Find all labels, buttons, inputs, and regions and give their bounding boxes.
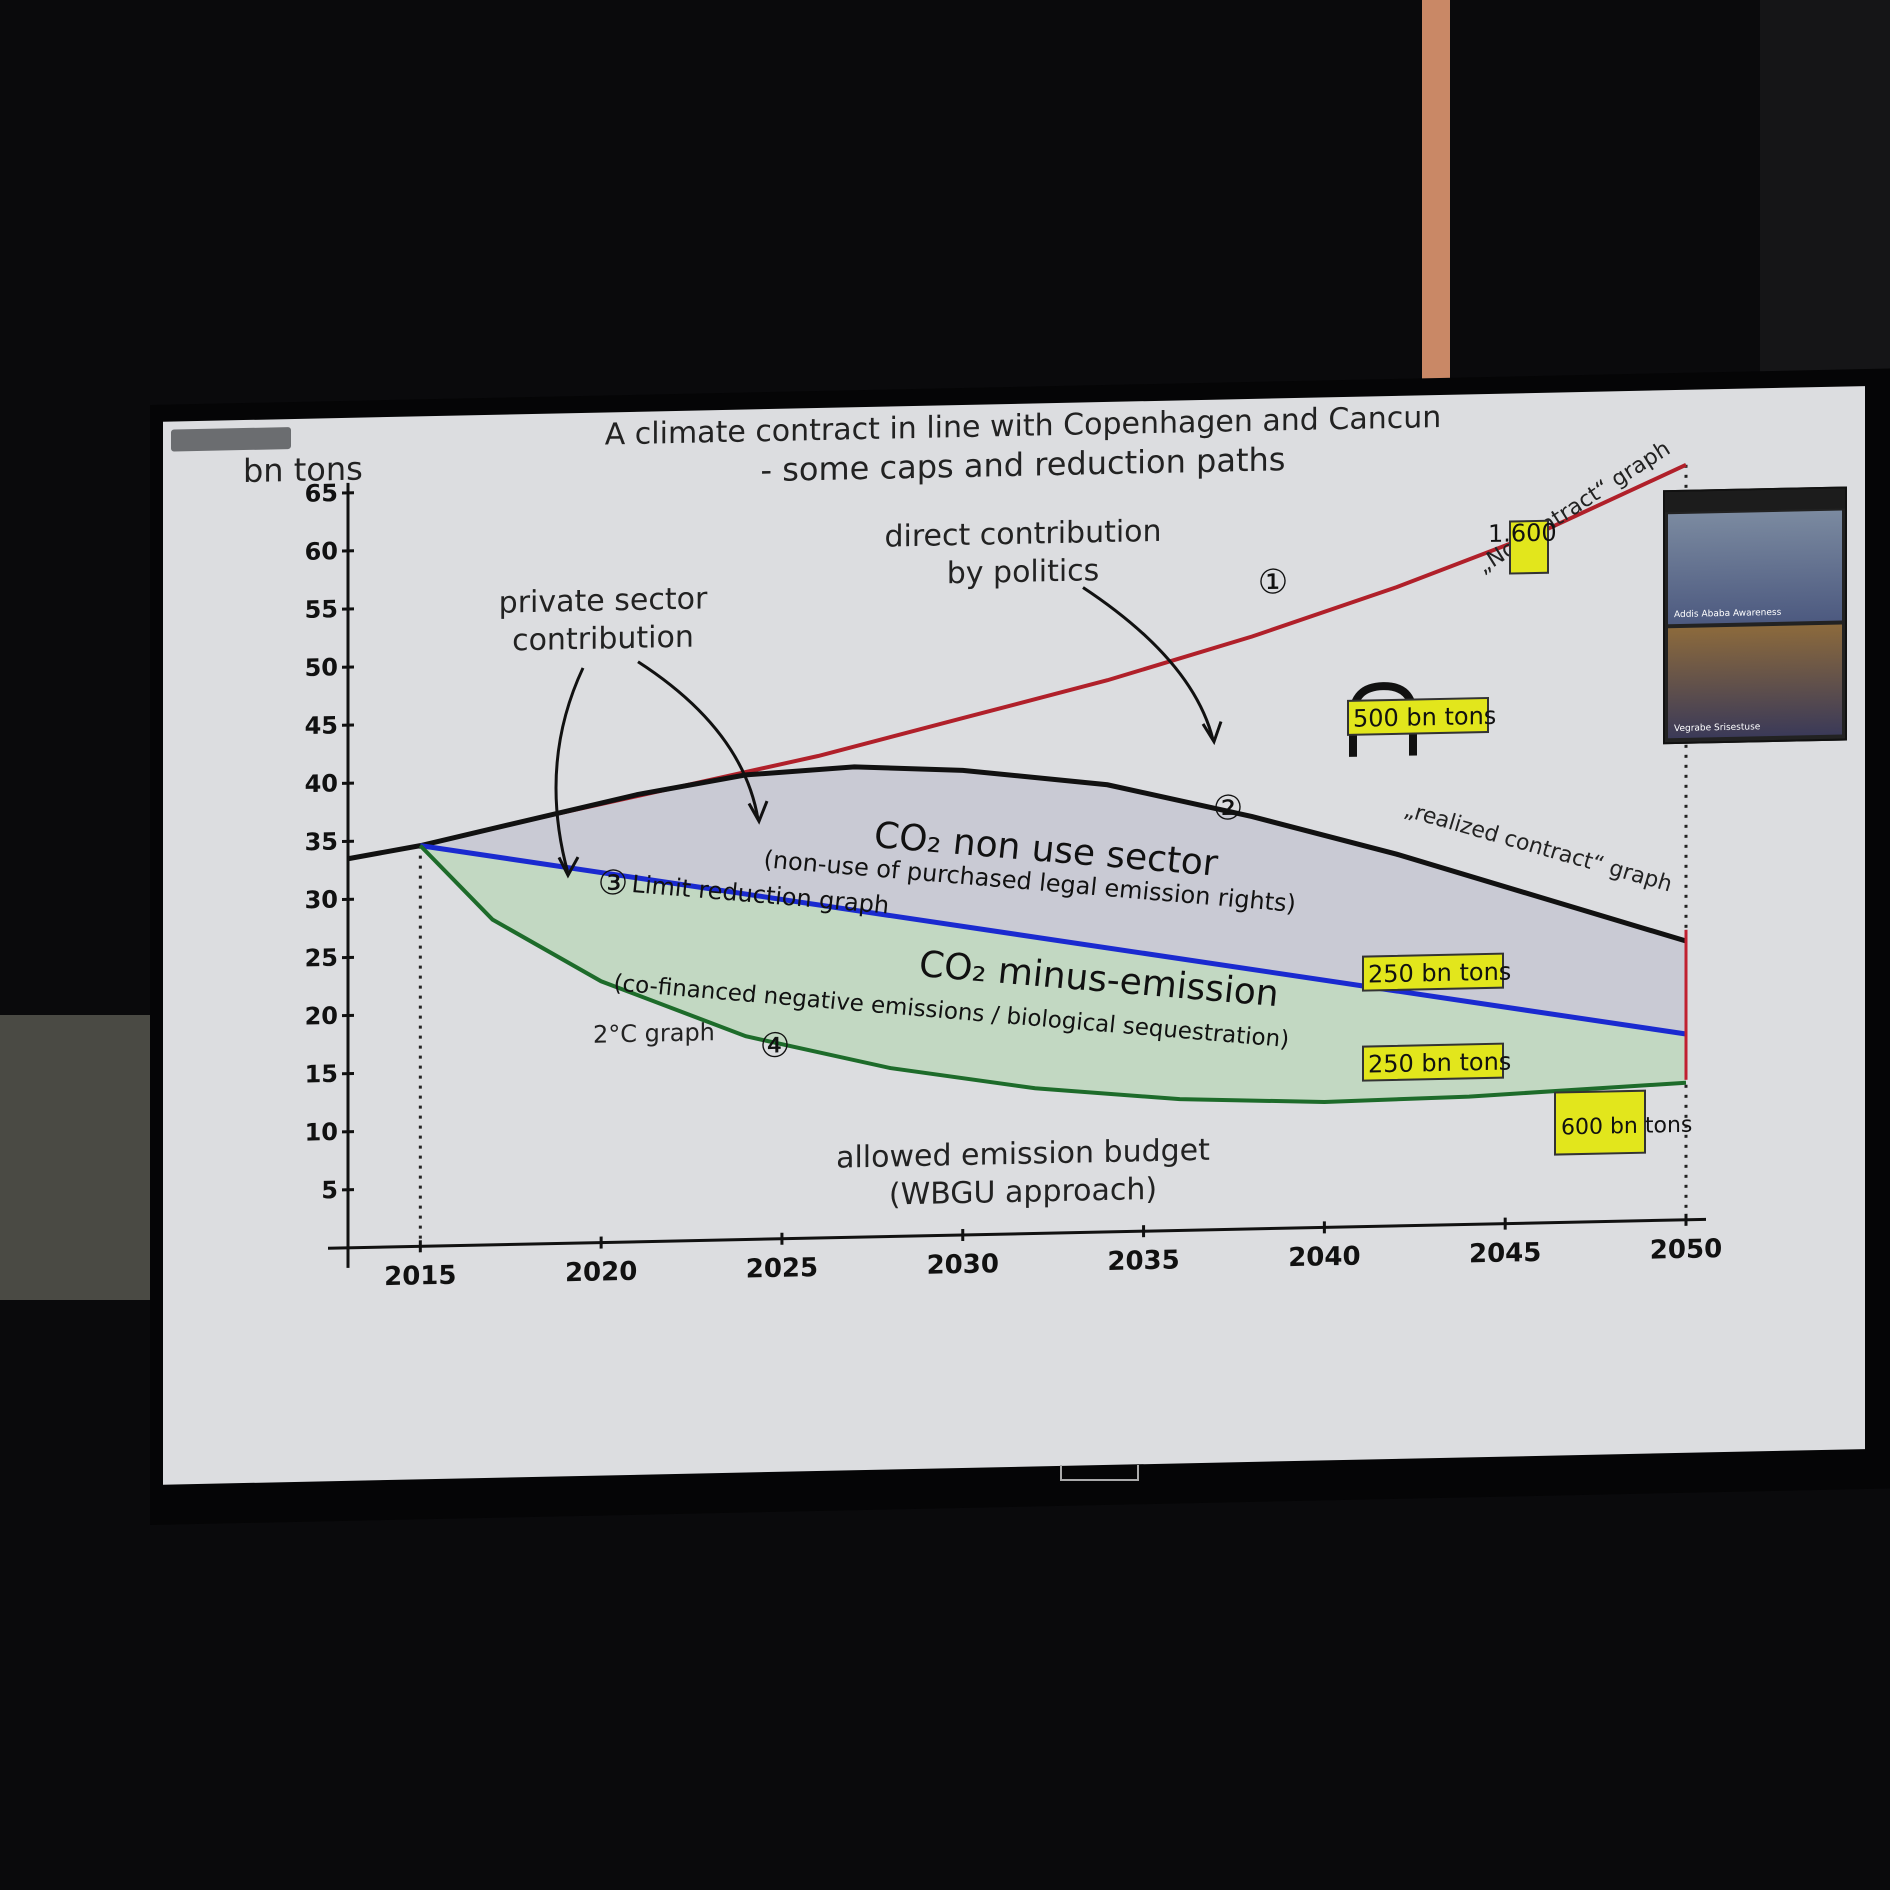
label-private-sector-2: contribution bbox=[512, 620, 694, 659]
y-tick-label-40: 40 bbox=[305, 769, 338, 798]
box-1600: 1.600 bbox=[1488, 519, 1557, 575]
chart-title-line2: - some caps and reduction paths bbox=[761, 440, 1286, 489]
x-tick-label-2020: 2020 bbox=[565, 1257, 637, 1289]
arrow-private-2 bbox=[637, 660, 769, 825]
arrow-politics bbox=[1082, 586, 1223, 746]
video-tile-person-name: Vegrabe Srisestuse bbox=[1674, 722, 1761, 735]
x-tick-label-2030: 2030 bbox=[927, 1249, 999, 1281]
marker-2: ② bbox=[1213, 788, 1243, 829]
y-tick-label-60: 60 bbox=[305, 537, 338, 566]
y-ticks: 5 10 15 20 25 30 35 40 45 50 55 60 65 bbox=[305, 479, 354, 1204]
series-realized-contract bbox=[347, 764, 1687, 944]
y-tick-label-15: 15 bbox=[305, 1060, 338, 1089]
box-600-text: 600 bn tons bbox=[1561, 1113, 1692, 1141]
x-tick-label-2025: 2025 bbox=[746, 1253, 818, 1285]
box-250-lower-text: 250 bn tons bbox=[1368, 1047, 1511, 1078]
y-tick-label-25: 25 bbox=[305, 944, 338, 973]
x-tick-label-2015: 2015 bbox=[384, 1261, 456, 1293]
area-minus-emission bbox=[420, 845, 1686, 1102]
y-tick-label-65: 65 bbox=[305, 479, 338, 508]
x-ticks: 2015 2020 2025 2030 2035 2040 2045 2050 bbox=[384, 1213, 1722, 1292]
video-tile-room[interactable]: Addis Ababa Awareness bbox=[1668, 510, 1842, 625]
y-tick-label-5: 5 bbox=[321, 1176, 338, 1204]
series-label-2c: 2°C graph bbox=[593, 1018, 715, 1049]
box-600: 600 bn tons bbox=[1554, 1089, 1692, 1156]
x-tick-label-2050: 2050 bbox=[1650, 1234, 1722, 1266]
x-tick-label-2045: 2045 bbox=[1469, 1238, 1541, 1270]
series-limit-reduction bbox=[419, 843, 1687, 1037]
marker-3: ③ bbox=[598, 863, 628, 904]
y-tick-label-10: 10 bbox=[305, 1118, 338, 1147]
wall-right bbox=[1760, 0, 1890, 420]
box-250-lower: 250 bn tons bbox=[1362, 1042, 1511, 1082]
series-2c-graph bbox=[418, 844, 1687, 1105]
box-500: 500 bn tons bbox=[1347, 696, 1496, 736]
x-tick-label-2040: 2040 bbox=[1288, 1242, 1360, 1274]
box-250-upper: 250 bn tons bbox=[1362, 952, 1511, 992]
box-500-text: 500 bn tons bbox=[1353, 702, 1496, 733]
y-tick-label-55: 55 bbox=[305, 595, 338, 624]
y-axis-label: bn tons bbox=[243, 450, 363, 491]
side-panel bbox=[0, 1015, 165, 1300]
video-tile-room-name: Addis Ababa Awareness bbox=[1674, 607, 1782, 621]
label-budget-1: allowed emission budget bbox=[836, 1133, 1210, 1176]
y-tick-label-20: 20 bbox=[305, 1002, 338, 1031]
y-tick-label-35: 35 bbox=[305, 828, 338, 857]
y-tick-label-30: 30 bbox=[305, 886, 338, 915]
emissions-chart: A climate contract in line with Copenhag… bbox=[243, 400, 1722, 1292]
arrow-private-1 bbox=[554, 667, 585, 879]
video-toolbar[interactable] bbox=[1665, 488, 1845, 513]
chart-title-line1: A climate contract in line with Copenhag… bbox=[605, 400, 1441, 453]
presentation-screen: A climate contract in line with Copenhag… bbox=[163, 386, 1865, 1485]
marker-4: ④ bbox=[760, 1026, 790, 1067]
series-label-no-contract: „No contract“ graph bbox=[1473, 436, 1675, 579]
marker-1: ① bbox=[1258, 562, 1288, 603]
x-tick-label-2035: 2035 bbox=[1107, 1245, 1179, 1277]
label-budget-2: (WBGU approach) bbox=[889, 1172, 1157, 1213]
y-tick-label-45: 45 bbox=[305, 711, 338, 740]
label-private-sector-1: private sector bbox=[499, 581, 708, 620]
box-1600-text: 1.600 bbox=[1488, 519, 1557, 548]
y-tick-label-50: 50 bbox=[305, 653, 338, 682]
monitor: A climate contract in line with Copenhag… bbox=[150, 368, 1890, 1525]
wall-light-strip bbox=[1422, 0, 1450, 405]
video-tile-person[interactable]: Vegrabe Srisestuse bbox=[1668, 624, 1842, 739]
x-axis bbox=[328, 1217, 1706, 1250]
box-250-upper-text: 250 bn tons bbox=[1368, 957, 1511, 988]
video-call-panel: Addis Ababa Awareness Vegrabe Srisestuse bbox=[1663, 486, 1847, 745]
label-politics-1: direct contribution bbox=[884, 514, 1161, 555]
monitor-logo bbox=[1060, 1465, 1139, 1481]
label-politics-2: by politics bbox=[947, 553, 1100, 591]
